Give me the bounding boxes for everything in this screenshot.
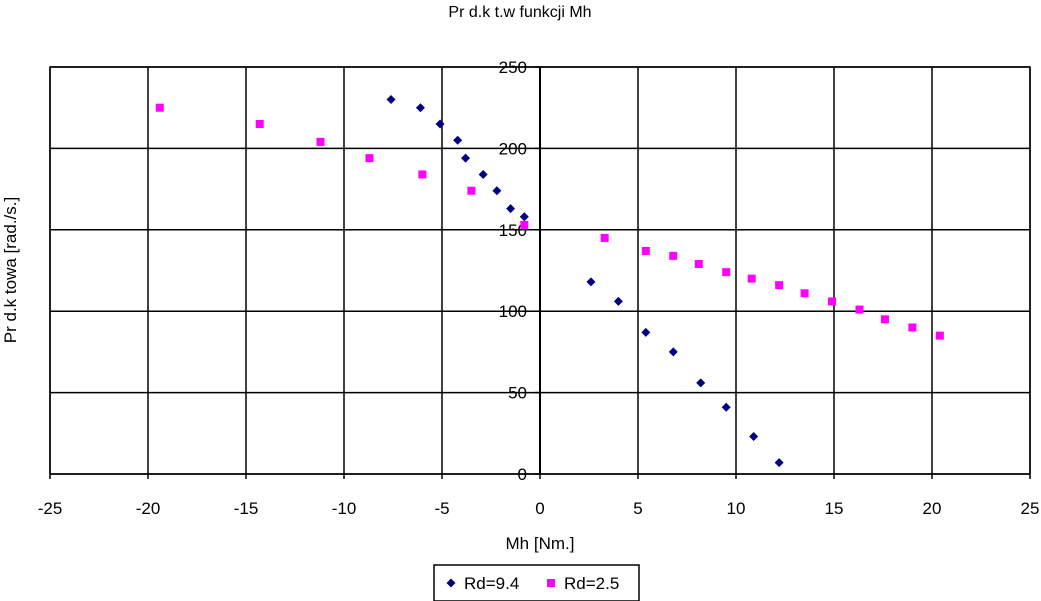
data-point: [492, 186, 502, 196]
data-point: [722, 268, 731, 277]
data-point: [520, 220, 529, 229]
x-axis-title: Mh [Nm.]: [506, 534, 575, 553]
data-point: [453, 135, 463, 145]
data-point: [908, 323, 917, 332]
data-point: [415, 103, 425, 113]
x-tick-label: -5: [434, 499, 449, 518]
data-point: [669, 251, 678, 260]
x-tick-label: 20: [923, 499, 942, 518]
series-2: [155, 103, 944, 340]
chart-title: Pr d.k t.w funkcji Mh: [448, 4, 591, 21]
data-point: [316, 137, 325, 146]
y-tick-label: 100: [499, 302, 527, 321]
y-tick-label: 50: [508, 384, 527, 403]
data-point: [467, 186, 476, 195]
y-tick-label: 200: [499, 139, 527, 158]
y-tick-label: 0: [518, 465, 527, 484]
y-tick-label: 150: [499, 221, 527, 240]
data-point: [418, 170, 427, 179]
data-point: [800, 289, 809, 298]
data-point: [828, 297, 837, 306]
data-point: [855, 305, 864, 314]
data-point: [641, 246, 650, 255]
data-point: [749, 432, 759, 442]
data-point: [435, 119, 445, 129]
data-point: [613, 296, 623, 306]
x-tick-label: -10: [332, 499, 357, 518]
data-point: [519, 212, 529, 222]
y-tick-label: 250: [499, 58, 527, 77]
data-point: [155, 103, 164, 112]
x-tick-label: 0: [535, 499, 544, 518]
x-tick-label: 5: [633, 499, 642, 518]
legend-label: Rd=9.4: [464, 574, 519, 593]
grid-layer: [49, 66, 1031, 479]
data-point: [668, 347, 678, 357]
data-point: [935, 331, 944, 340]
x-tick-label: -15: [234, 499, 259, 518]
data-point: [365, 154, 374, 163]
data-point: [880, 315, 889, 324]
data-point: [696, 378, 706, 388]
data-point: [478, 169, 488, 179]
data-point: [506, 204, 516, 214]
x-tick-label: 15: [825, 499, 844, 518]
data-point: [586, 277, 596, 287]
data-point: [386, 95, 396, 105]
data-point: [255, 119, 264, 128]
x-tick-label: -25: [38, 499, 63, 518]
data-point: [774, 458, 784, 468]
legend: Rd=9.4 Rd=2.5: [433, 564, 640, 601]
x-tick-label: 25: [1021, 499, 1040, 518]
legend-box: [433, 564, 640, 601]
y-axis-title: Pr d.k towa [rad./s.]: [1, 197, 20, 343]
data-point: [461, 153, 471, 163]
legend-marker: [547, 579, 555, 587]
data-point: [600, 233, 609, 242]
series-1: [386, 95, 784, 468]
data-point: [721, 402, 731, 412]
x-tick-label: -20: [136, 499, 161, 518]
data-point: [775, 281, 784, 290]
data-point: [694, 259, 703, 268]
legend-marker: [446, 578, 456, 588]
x-tick-label: 10: [727, 499, 746, 518]
legend-label: Rd=2.5: [564, 574, 619, 593]
data-point: [641, 327, 651, 337]
data-point: [747, 274, 756, 283]
series-layer: [155, 95, 944, 468]
